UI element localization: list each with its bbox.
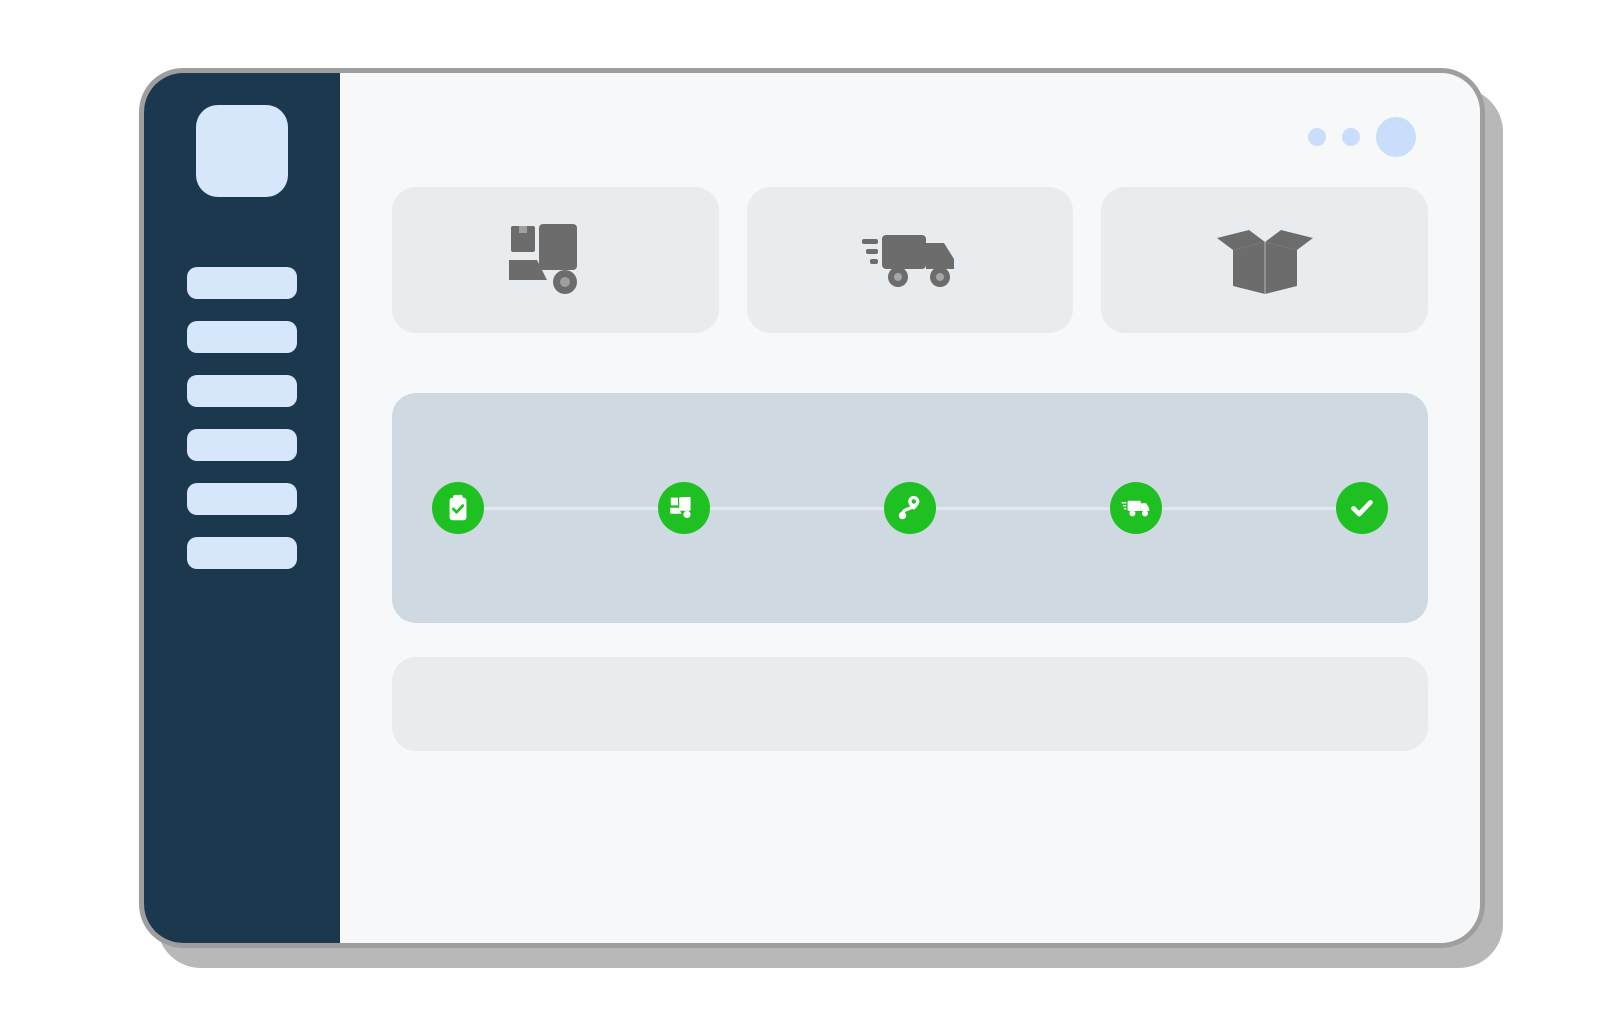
check-icon: [1347, 493, 1377, 523]
delivery-progress-track: [432, 482, 1388, 534]
status-card[interactable]: [1101, 187, 1428, 333]
loading-dock-icon: [669, 497, 699, 519]
app-window: [139, 68, 1485, 948]
window-control-dot[interactable]: [1308, 128, 1326, 146]
sidebar-item[interactable]: [187, 483, 297, 515]
progress-connector: [936, 507, 1110, 510]
sidebar-item[interactable]: [187, 429, 297, 461]
in-route-step[interactable]: [884, 482, 936, 534]
open-box-icon: [1215, 224, 1315, 296]
order-confirmed-step[interactable]: [432, 482, 484, 534]
loading-dock-icon: [505, 224, 605, 296]
window-frame: [139, 68, 1485, 948]
main-content: [340, 73, 1480, 943]
picked-up-step[interactable]: [658, 482, 710, 534]
out-for-delivery-step[interactable]: [1110, 482, 1162, 534]
clipboard-check-icon: [443, 493, 473, 523]
delivered-step[interactable]: [1336, 482, 1388, 534]
progress-connector: [1162, 507, 1336, 510]
app-logo[interactable]: [196, 105, 288, 197]
progress-connector: [484, 507, 658, 510]
route-icon: [895, 493, 925, 523]
status-card[interactable]: [747, 187, 1074, 333]
sidebar-item[interactable]: [187, 321, 297, 353]
status-card[interactable]: [392, 187, 719, 333]
fast-truck-icon: [1121, 499, 1151, 518]
sidebar-nav: [187, 267, 297, 569]
sidebar-item[interactable]: [187, 267, 297, 299]
sidebar: [144, 73, 340, 943]
status-cards-row: [392, 187, 1428, 333]
sidebar-item[interactable]: [187, 375, 297, 407]
footer-placeholder-panel: [392, 657, 1428, 751]
window-controls: [1308, 117, 1416, 157]
delivery-progress-panel: [392, 393, 1428, 623]
window-control-dot[interactable]: [1342, 128, 1360, 146]
sidebar-item[interactable]: [187, 537, 297, 569]
window-control-dot-large[interactable]: [1376, 117, 1416, 157]
progress-connector: [710, 507, 884, 510]
fast-truck-icon: [860, 229, 960, 291]
